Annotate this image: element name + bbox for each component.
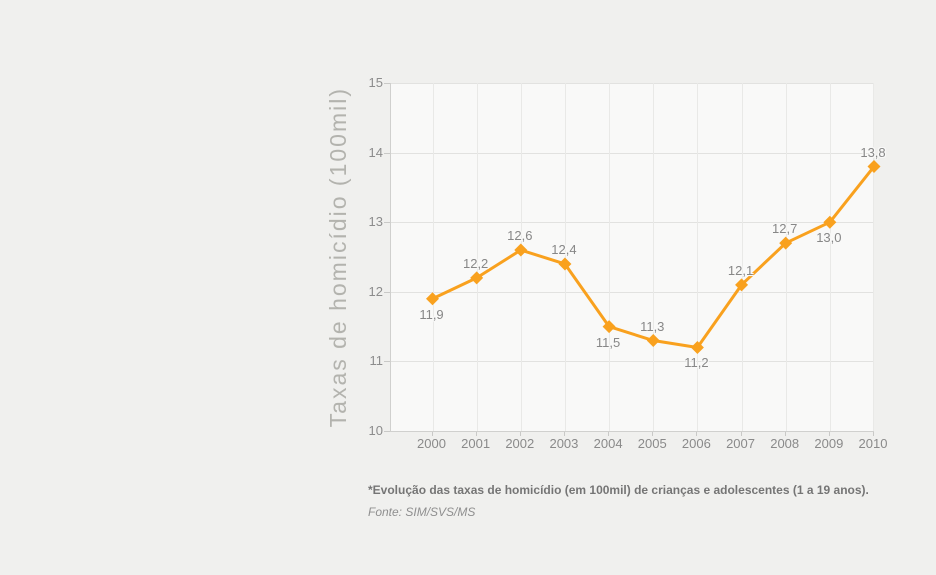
data-point-marker	[823, 215, 837, 229]
x-tick-label: 2002	[505, 436, 535, 451]
data-point-marker	[779, 236, 793, 250]
data-point-marker	[514, 243, 528, 257]
y-tick-label: 12	[368, 283, 383, 299]
grid-line-horizontal	[391, 222, 874, 224]
grid-line-vertical	[564, 83, 566, 431]
series-line-svg	[426, 160, 881, 354]
data-point-marker	[735, 278, 749, 292]
data-point-label: 12,4	[551, 241, 577, 257]
grid-line-vertical	[785, 83, 787, 431]
x-tick-label: 2003	[549, 436, 579, 451]
grid-line-vertical	[653, 83, 655, 431]
x-tick-label: 2006	[681, 436, 711, 451]
grid-line-vertical	[741, 83, 743, 431]
y-tick-mark	[384, 431, 390, 432]
data-point-marker	[470, 271, 484, 285]
grid-line-vertical	[432, 83, 434, 431]
y-tick-label: 15	[368, 75, 383, 90]
x-tick-mark	[431, 432, 433, 436]
x-tick-mark	[475, 432, 477, 436]
grid-line-horizontal	[391, 361, 874, 363]
grid-line-vertical	[609, 83, 611, 431]
grid-line-vertical	[520, 83, 522, 431]
y-tick-mark	[384, 361, 390, 363]
x-tick-label: 2001	[461, 436, 491, 451]
x-tick-mark	[608, 432, 610, 436]
y-axis-title: Taxas de homicídio (100mil)	[324, 86, 351, 428]
x-tick-label: 2010	[858, 436, 888, 451]
data-point-label: 11,2	[684, 355, 709, 371]
x-tick-label: 2009	[814, 436, 844, 451]
x-tick-label: 2005	[637, 436, 667, 451]
caption-note: *Evolução das taxas de homicídio (em 100…	[368, 483, 869, 497]
data-point-marker	[646, 334, 660, 348]
data-point-marker	[558, 257, 572, 271]
y-tick-mark	[384, 152, 390, 154]
data-point-marker	[690, 340, 704, 354]
y-tick-mark	[384, 291, 390, 293]
x-tick-mark	[652, 432, 654, 436]
data-point-marker	[602, 320, 616, 334]
plot-area	[390, 83, 881, 432]
x-tick-mark	[873, 432, 874, 436]
x-tick-mark	[784, 432, 786, 436]
data-point-label: 12,1	[727, 262, 754, 278]
grid-line-vertical	[829, 83, 831, 431]
y-tick-label: 13	[368, 214, 383, 230]
y-axis-title-wrap: Taxas de homicídio (100mil)	[318, 83, 358, 431]
data-point-label: 12,7	[772, 221, 798, 237]
y-tick-label: 11	[369, 353, 384, 369]
data-point-label: 13,0	[816, 230, 842, 246]
grid-line-horizontal	[391, 152, 874, 154]
x-tick-label: 2000	[417, 436, 446, 451]
grid-line-horizontal	[391, 291, 874, 293]
data-point-label: 12,2	[462, 255, 489, 271]
grid-line-vertical	[476, 83, 478, 431]
x-tick-mark	[519, 432, 521, 436]
data-point-label: 11,3	[640, 318, 665, 334]
x-tick-label: 2007	[726, 436, 755, 451]
y-tick-label: 14	[368, 144, 383, 160]
y-tick-mark	[384, 222, 390, 224]
x-tick-label: 2008	[770, 436, 800, 451]
data-point-label: 13,8	[860, 144, 886, 160]
x-tick-mark	[563, 432, 565, 436]
caption-source: Fonte: SIM/SVS/MS	[368, 505, 476, 519]
data-point-label: 12,6	[507, 228, 533, 244]
data-point-marker	[867, 160, 881, 174]
caption: *Evolução das taxas de homicídio (em 100…	[368, 483, 908, 519]
data-point-marker	[426, 292, 439, 306]
x-tick-mark	[740, 432, 742, 436]
data-point-label: 11,5	[595, 334, 621, 350]
x-tick-mark	[696, 432, 698, 436]
y-tick-label: 10	[368, 423, 383, 438]
x-tick-label: 2004	[593, 436, 623, 451]
grid-line-vertical	[697, 83, 699, 431]
x-tick-mark	[828, 432, 830, 436]
grid-line-vertical	[873, 83, 874, 431]
y-tick-mark	[384, 83, 390, 84]
data-point-label: 11,9	[419, 306, 444, 322]
grid-line-horizontal	[391, 83, 874, 84]
